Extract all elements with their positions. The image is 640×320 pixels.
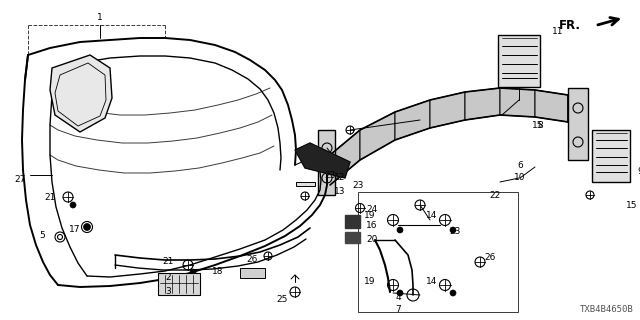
Text: 7: 7 (395, 306, 401, 315)
Bar (158, 273, 200, 295)
Text: 17: 17 (69, 226, 81, 235)
Text: 21: 21 (163, 258, 173, 267)
Text: 22: 22 (490, 190, 500, 199)
Text: 10: 10 (515, 173, 525, 182)
Text: 15: 15 (532, 121, 544, 130)
Polygon shape (568, 88, 588, 160)
Text: 27: 27 (14, 175, 26, 185)
Bar (592, 130, 630, 182)
Polygon shape (296, 182, 315, 186)
Text: 2: 2 (165, 274, 171, 283)
Text: 15: 15 (627, 201, 637, 210)
Text: 23: 23 (324, 171, 336, 180)
Ellipse shape (450, 227, 456, 233)
Text: 1: 1 (97, 13, 103, 22)
Polygon shape (240, 268, 265, 278)
Text: 19: 19 (364, 211, 376, 220)
Polygon shape (345, 232, 360, 243)
Ellipse shape (83, 223, 90, 230)
Text: 6: 6 (517, 161, 523, 170)
Text: 23: 23 (352, 180, 364, 189)
Text: 24: 24 (366, 205, 378, 214)
Text: 18: 18 (212, 268, 224, 276)
Text: FR.: FR. (559, 19, 581, 32)
Polygon shape (465, 88, 500, 120)
Ellipse shape (70, 202, 76, 208)
Text: 26: 26 (484, 253, 496, 262)
Polygon shape (430, 92, 465, 128)
Text: 14: 14 (426, 277, 438, 286)
Text: 20: 20 (366, 236, 378, 244)
Text: 16: 16 (366, 220, 378, 229)
Polygon shape (500, 88, 535, 117)
Bar (498, 35, 540, 87)
Text: 3: 3 (165, 287, 171, 297)
Text: 8: 8 (537, 121, 543, 130)
Text: 9: 9 (637, 167, 640, 177)
Polygon shape (345, 215, 360, 228)
Text: 5: 5 (39, 231, 45, 241)
Polygon shape (535, 90, 568, 122)
Text: 25: 25 (276, 295, 288, 305)
Text: 11: 11 (552, 28, 564, 36)
Polygon shape (295, 143, 350, 178)
Ellipse shape (397, 227, 403, 233)
Text: 4: 4 (395, 293, 401, 302)
Text: 12: 12 (334, 173, 346, 182)
Text: 21: 21 (44, 194, 56, 203)
Text: 19: 19 (364, 277, 376, 286)
Ellipse shape (397, 290, 403, 296)
Polygon shape (50, 55, 112, 132)
Text: 14: 14 (426, 211, 438, 220)
Text: 13: 13 (334, 188, 346, 196)
Polygon shape (318, 130, 335, 195)
Text: 26: 26 (246, 255, 258, 265)
Polygon shape (360, 112, 395, 160)
Polygon shape (330, 130, 360, 185)
Ellipse shape (190, 269, 196, 275)
Ellipse shape (450, 290, 456, 296)
Text: 23: 23 (449, 228, 461, 236)
Polygon shape (395, 100, 430, 140)
Text: TXB4B4650B: TXB4B4650B (580, 305, 634, 314)
